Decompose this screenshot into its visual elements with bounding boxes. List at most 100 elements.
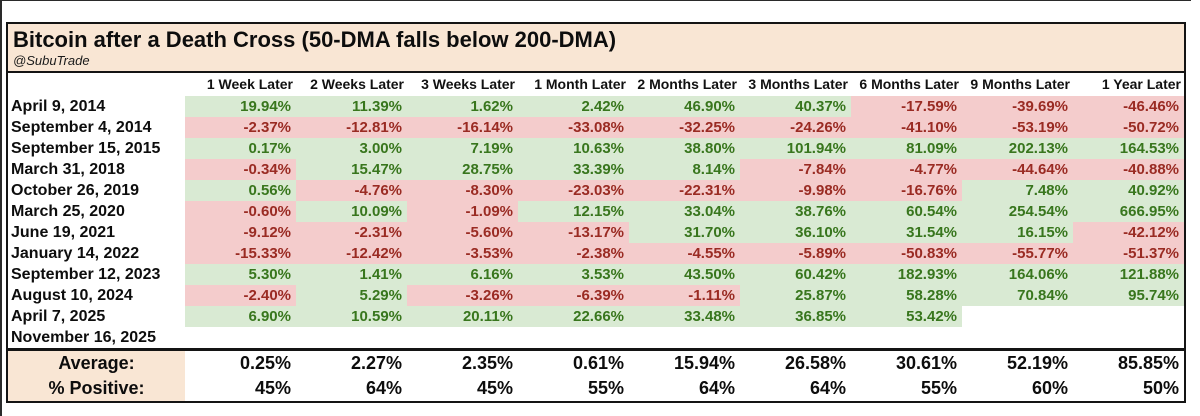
table-cell: -0.34% [185,159,296,180]
death-cross-table: Bitcoin after a Death Cross (50-DMA fall… [6,22,1186,403]
summary-cell: 55% [587,378,624,398]
table-cell: -53.19% [962,117,1073,138]
table-cell: -9.98% [740,180,851,201]
summary-cell: 0.25% [239,353,291,373]
table-cell: -3.26% [407,285,518,306]
table-cell: 20.11% [407,306,518,327]
row-date-label: March 31, 2018 [11,161,125,178]
table-cell: 164.06% [962,264,1073,285]
table-cell: -7.84% [740,159,851,180]
table-cell: -15.33% [185,243,296,264]
table-cell: 101.94% [740,138,851,159]
table-row: October 26, 2019 0.56% -4.76% -8.30% -23.03%… [8,180,1184,201]
summary-cell: 64% [809,378,846,398]
table-cell [1073,327,1184,348]
table-cell: -32.25% [629,117,740,138]
table-cell: -55.77% [962,243,1073,264]
column-header: 2 Months Later [637,76,737,92]
column-header-row: 1 Week Later 2 Weeks Later 3 Weeks Later 1 … [8,73,1184,96]
summary-cell: 64% [698,378,735,398]
table-cell: 666.95% [1073,201,1184,222]
summary-row: % Positive: 45% 64% 45% 55% 64% 64% 55% 60% 50% [8,376,1184,401]
summary-cell: 15.94% [673,353,735,373]
table-cell: -9.12% [185,222,296,243]
summary-row: Average: 0.25% 2.27% 2.35% 0.61% 15.94% 26.58%… [8,351,1184,376]
row-date-label: March 25, 2020 [11,203,125,220]
table-cell: 31.54% [851,222,962,243]
table-cell: 33.39% [518,159,629,180]
summary-cell: 85.85% [1117,353,1179,373]
table-cell: 5.29% [296,285,407,306]
table-cell: -23.03% [518,180,629,201]
table-cell: 36.85% [740,306,851,327]
table-cell: -40.88% [1073,159,1184,180]
table-cell: 0.17% [185,138,296,159]
row-date-label: September 12, 2023 [11,266,161,283]
table-cell: 81.09% [851,138,962,159]
table-row: November 16, 2025 [8,327,1184,348]
image-left-border-line [0,0,2,416]
table-cell: -3.53% [407,243,518,264]
table-cell: 10.09% [296,201,407,222]
column-header: 6 Months Later [859,76,959,92]
table-cell: 60.42% [740,264,851,285]
table-row: September 12, 2023 5.30% 1.41% 6.16% 3.53% 43… [8,264,1184,285]
table-cell: -5.89% [740,243,851,264]
corner-cell [8,73,185,96]
table-cell [518,327,629,348]
table-cell [962,327,1073,348]
summary-row-label: Average: [8,351,185,376]
summary-cell: 52.19% [1006,353,1068,373]
table-cell: 36.10% [740,222,851,243]
summary-cell: 0.61% [572,353,624,373]
table-cell: 60.54% [851,201,962,222]
table-cell: 95.74% [1073,285,1184,306]
table-cell: -50.72% [1073,117,1184,138]
table-cell: 19.94% [185,96,296,117]
summary-cell: 64% [365,378,402,398]
table-cell: 38.76% [740,201,851,222]
column-header: 3 Months Later [748,76,848,92]
row-date-label: September 4, 2014 [11,119,152,136]
table-cell: 7.19% [407,138,518,159]
table-cell: 40.92% [1073,180,1184,201]
table-cell: 70.84% [962,285,1073,306]
table-cell [1073,306,1184,327]
table-cell: 202.13% [962,138,1073,159]
column-header: 1 Year Later [1101,76,1181,92]
table-cell: -46.46% [1073,96,1184,117]
row-date-label: April 9, 2014 [11,98,106,115]
table-cell: 40.37% [740,96,851,117]
summary-cell: 26.58% [784,353,846,373]
table-cell [407,327,518,348]
column-header: 1 Month Later [534,76,626,92]
table-row: June 19, 2021 -9.12% -2.31% -5.60% -13.17% 31… [8,222,1184,243]
table-cell: -2.40% [185,285,296,306]
column-header: 3 Weeks Later [421,76,515,92]
table-cell: 3.00% [296,138,407,159]
table-cell: 28.75% [407,159,518,180]
row-date-label: August 10, 2024 [11,287,133,304]
table-cell: 6.16% [407,264,518,285]
summary-cell: 60% [1031,378,1068,398]
table-cell: -17.59% [851,96,962,117]
table-cell: -5.60% [407,222,518,243]
table-cell: 16.15% [962,222,1073,243]
table-cell: 0.56% [185,180,296,201]
table-cell: 121.88% [1073,264,1184,285]
table-row: April 7, 2025 6.90% 10.59% 20.11% 22.66% 33.4… [8,306,1184,327]
table-cell [962,306,1073,327]
column-header: 1 Week Later [206,76,293,92]
table-row: March 25, 2020 -0.60% 10.09% -1.09% 12.15% 33… [8,201,1184,222]
table-cell: 33.48% [629,306,740,327]
table-cell: 53.42% [851,306,962,327]
table-row: March 31, 2018 -0.34% 15.47% 28.75% 33.39% 8.… [8,159,1184,180]
table-cell: 7.48% [962,180,1073,201]
table-title-block: Bitcoin after a Death Cross (50-DMA fall… [8,24,1184,73]
page-title: Bitcoin after a Death Cross (50-DMA fall… [13,27,617,52]
table-cell: -1.09% [407,201,518,222]
table-cell: 254.54% [962,201,1073,222]
table-cell: 12.15% [518,201,629,222]
table-row: September 15, 2015 0.17% 3.00% 7.19% 10.63% 3… [8,138,1184,159]
table-cell: 182.93% [851,264,962,285]
